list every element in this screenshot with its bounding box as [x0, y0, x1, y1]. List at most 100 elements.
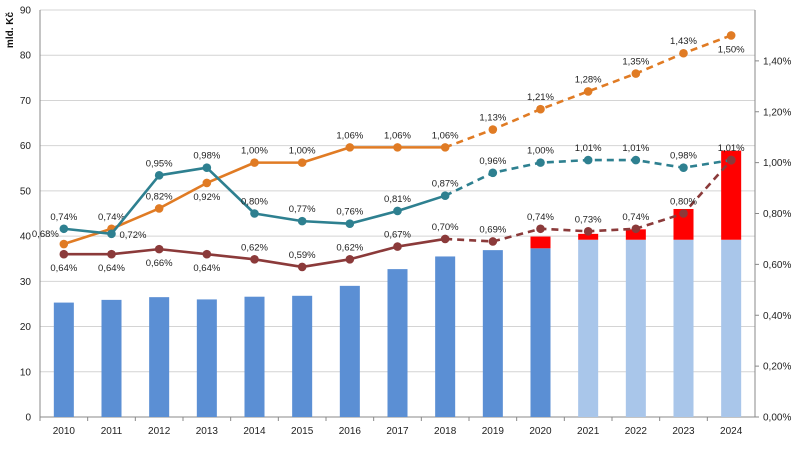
data-label: 0,70% [432, 222, 459, 233]
data-label: 0,80% [241, 197, 268, 208]
y-left-tick-label: 50 [20, 186, 32, 197]
series-point [679, 209, 688, 218]
data-label: 1,35% [622, 57, 649, 68]
bar-increment [530, 236, 551, 249]
y-left-tick-label: 20 [20, 322, 32, 333]
data-label: 0,77% [289, 204, 316, 215]
series-point [393, 143, 402, 152]
data-label: 0,95% [146, 158, 173, 169]
series-point [59, 239, 69, 249]
bar-base [721, 239, 742, 417]
y-left-tick-label: 0 [25, 413, 31, 424]
y-right-tick-label: 0,80% [763, 209, 791, 220]
bar-base [292, 295, 313, 417]
series-point [679, 163, 688, 173]
series-point [440, 143, 450, 152]
data-label: 0,98% [193, 151, 220, 162]
data-label: 0,69% [479, 224, 506, 235]
data-label: 1,21% [527, 92, 554, 103]
series-point [726, 31, 736, 40]
series-point [631, 155, 641, 165]
series-point [297, 262, 307, 272]
bar-base [339, 285, 360, 417]
x-tick-label: 2011 [101, 426, 123, 437]
series-point [536, 104, 545, 114]
series-point [59, 249, 69, 259]
x-tick-label: 2018 [434, 426, 457, 437]
y-left-tick-label: 10 [20, 367, 32, 378]
data-label: 0,67% [384, 230, 411, 241]
data-label: 1,00% [241, 146, 268, 157]
data-label: 0,74% [98, 212, 125, 223]
y-left-tick-label: 90 [20, 6, 32, 17]
bar-base [673, 239, 694, 417]
series-point [202, 249, 212, 259]
y-axis-title: mld. Kč [5, 12, 16, 49]
series-point [536, 224, 545, 234]
series-point [583, 87, 593, 96]
series-point [440, 191, 450, 200]
data-label: 1,06% [384, 130, 411, 141]
series-point [297, 216, 307, 226]
y-right-tick-label: 0,60% [763, 260, 791, 271]
bar-increment [625, 229, 646, 240]
series-point [345, 143, 355, 152]
bar-increment [578, 233, 599, 240]
series-point [154, 171, 164, 180]
x-tick-label: 2021 [577, 426, 600, 437]
series-point [250, 254, 259, 264]
series-point [631, 224, 641, 234]
bar-base [53, 302, 74, 417]
bar-base [101, 299, 122, 417]
bar-base [196, 299, 217, 417]
data-label: 1,01% [622, 143, 649, 154]
bar-base [387, 269, 408, 417]
series-point [297, 158, 307, 167]
y-right-tick-label: 1,40% [763, 56, 791, 67]
data-label: 0,73% [575, 214, 602, 225]
y-left-tick-label: 40 [20, 232, 32, 243]
y-right-tick-label: 0,40% [763, 311, 791, 322]
data-label: 0,87% [432, 179, 459, 190]
data-label: 0,81% [384, 194, 411, 205]
bar-base [149, 297, 170, 417]
x-tick-label: 2019 [482, 426, 505, 437]
series-point [345, 219, 355, 228]
series-point [679, 48, 688, 58]
data-label: 0,68% [32, 229, 59, 240]
y-left-tick-label: 70 [20, 96, 32, 107]
series-point [488, 125, 498, 134]
x-tick-label: 2013 [196, 426, 219, 437]
series-point [250, 158, 259, 167]
series-point [631, 69, 641, 78]
data-label: 0,74% [527, 212, 554, 223]
x-tick-label: 2014 [243, 426, 266, 437]
data-label: 1,01% [575, 143, 602, 154]
series-point [202, 163, 212, 173]
y-right-tick-label: 1,00% [763, 158, 791, 169]
x-tick-label: 2022 [625, 426, 648, 437]
data-label: 1,13% [479, 113, 506, 124]
data-label: 0,92% [193, 192, 220, 203]
x-tick-label: 2016 [339, 426, 362, 437]
data-label: 1,01% [718, 143, 745, 154]
series-point [59, 224, 69, 234]
series-point [488, 168, 498, 178]
data-label: 0,76% [336, 207, 363, 218]
bar-base [435, 256, 456, 417]
data-label: 1,50% [718, 44, 745, 55]
y-left-tick-label: 60 [20, 141, 32, 152]
series-point [250, 209, 259, 218]
data-label: 0,74% [622, 212, 649, 223]
series-point [154, 244, 164, 254]
series-point [440, 234, 450, 244]
y-left-tick-label: 80 [20, 51, 32, 62]
x-tick-label: 2017 [386, 426, 409, 437]
data-label: 0,80% [670, 197, 697, 208]
y-right-tick-label: 0,20% [763, 362, 791, 373]
y-right-tick-label: 0,00% [763, 413, 791, 424]
data-label: 0,72% [120, 230, 147, 241]
data-label: 0,64% [50, 263, 77, 274]
